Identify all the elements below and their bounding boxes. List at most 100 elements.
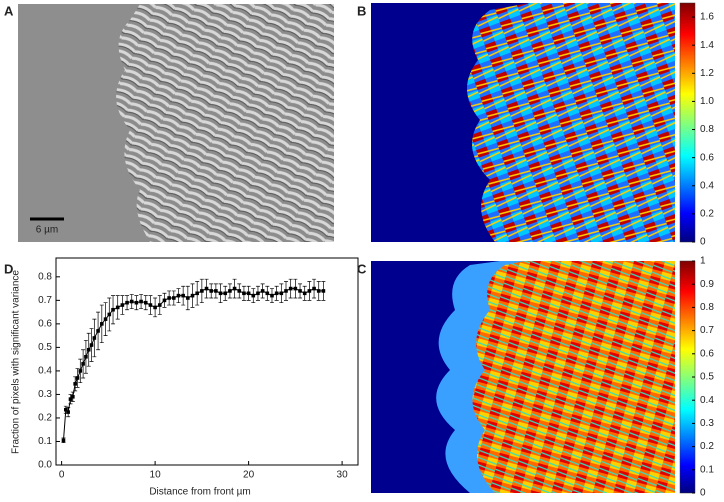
data-point: [256, 291, 260, 296]
data-point: [214, 289, 218, 293]
data-point: [84, 354, 88, 359]
data-point: [316, 289, 321, 293]
y-tick-label: 0.0: [38, 460, 52, 471]
colorbar-tick-label: 0.8: [700, 124, 714, 135]
data-point: [148, 303, 153, 307]
x-tick-label: 20: [243, 470, 255, 481]
data-point: [81, 362, 85, 366]
y-tick-label: 0.3: [38, 389, 52, 400]
panel-label: D: [4, 261, 13, 276]
colorbar-tick-label: 1.6: [700, 12, 714, 23]
data-point: [162, 298, 167, 303]
data-point: [242, 291, 246, 296]
data-point: [73, 382, 77, 386]
cell-colony: [116, 4, 334, 242]
data-point: [96, 329, 100, 333]
data-point: [293, 286, 298, 291]
data-point: [307, 289, 312, 293]
colorbar-tick-label: 0.6: [700, 152, 714, 163]
data-point: [157, 303, 162, 307]
data-point: [167, 296, 171, 300]
colorbar-tick-label: 0.8: [700, 302, 714, 313]
colorbar-tick-label: 1.0: [700, 96, 714, 107]
data-point: [107, 312, 112, 317]
x-tick-label: 0: [59, 470, 65, 481]
scale-bar-label: 6 µm: [36, 225, 58, 236]
panel-label: C: [357, 261, 367, 276]
colorbar-tick-label: 0.5: [700, 372, 714, 383]
data-point: [61, 438, 66, 443]
y-tick-label: 0.5: [38, 342, 52, 353]
data-point: [237, 289, 242, 293]
colorbar-tick-label: 0.6: [700, 348, 714, 359]
data-point: [232, 286, 237, 291]
data-point: [66, 410, 70, 414]
colorbar-tick-label: 0.2: [700, 209, 714, 220]
data-point: [129, 299, 134, 304]
data-point: [298, 289, 302, 293]
panel-label: B: [357, 3, 366, 18]
data-point: [176, 293, 181, 298]
data-point: [92, 336, 97, 340]
data-point: [223, 291, 228, 296]
data-point: [195, 291, 199, 296]
data-point: [120, 303, 125, 307]
y-tick-label: 0.2: [38, 413, 52, 424]
x-tick-label: 30: [337, 470, 349, 481]
colorbar-tick-label: 0: [700, 237, 706, 248]
data-point: [302, 291, 307, 296]
data-point: [71, 394, 75, 399]
data-point: [125, 300, 129, 305]
data-point: [260, 289, 265, 293]
colorbar-tick-label: 1.4: [700, 40, 714, 51]
data-point: [284, 289, 288, 293]
y-axis-label: Fraction of pixels with significant vari…: [11, 270, 22, 454]
data-point: [204, 286, 209, 291]
data-point: [251, 293, 256, 298]
data-point: [190, 293, 195, 298]
data-point: [111, 307, 115, 312]
colorbar-tick-label: 0.7: [700, 325, 714, 336]
data-point: [172, 296, 176, 300]
y-tick-label: 0.8: [38, 271, 52, 282]
data-point: [64, 407, 68, 412]
data-point: [134, 300, 139, 305]
data-point: [228, 289, 232, 293]
data-point: [75, 376, 80, 380]
data-point: [312, 286, 316, 291]
colorbar: [679, 2, 696, 243]
data-point: [115, 305, 120, 310]
colorbar-tick-label: 0.9: [700, 279, 714, 290]
data-point: [288, 286, 293, 291]
y-tick-label: 0.6: [38, 319, 52, 330]
colorbar-tick-label: 0.2: [700, 441, 714, 452]
data-point: [89, 343, 94, 347]
colorbar-tick-label: 0.3: [700, 418, 714, 429]
colorbar-tick-label: 1.2: [700, 68, 714, 79]
data-point: [78, 369, 83, 373]
data-point: [321, 289, 326, 293]
data-point: [153, 305, 157, 310]
data-point: [68, 397, 73, 401]
data-point: [186, 296, 190, 300]
data-point: [270, 293, 274, 298]
data-point: [200, 289, 204, 293]
data-point: [218, 291, 223, 296]
data-point: [274, 291, 279, 296]
y-tick-label: 0.4: [38, 366, 52, 377]
heatmap-region: [466, 3, 675, 242]
colorbar-tick-label: 0: [700, 488, 706, 499]
x-axis-label: Distance from front µm: [149, 487, 250, 498]
data-point: [103, 317, 108, 321]
data-line: [62, 288, 324, 441]
colorbar-tick-label: 0.4: [700, 180, 714, 191]
data-point: [181, 293, 185, 298]
data-point: [139, 299, 143, 304]
colorbar-tick-label: 0.1: [700, 464, 714, 475]
y-tick-label: 0.7: [38, 295, 52, 306]
data-point: [265, 291, 270, 296]
plot-frame: [55, 257, 359, 466]
data-point: [209, 289, 214, 293]
data-point: [86, 347, 91, 352]
